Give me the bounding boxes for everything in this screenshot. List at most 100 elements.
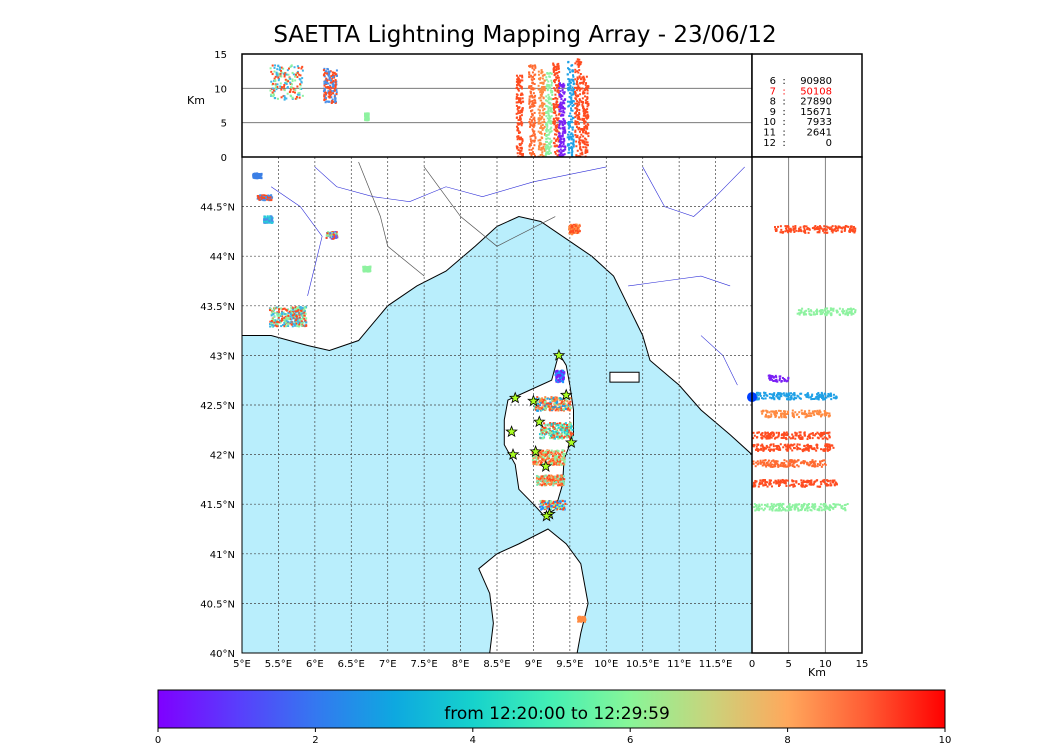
lightning-source [297, 321, 300, 324]
altitude-source [579, 148, 582, 151]
altitude-source [517, 123, 520, 126]
altitude-source [334, 81, 337, 84]
altitude-source [811, 460, 814, 463]
lightning-source [540, 407, 543, 410]
altitude-source [530, 105, 533, 108]
altitude-source [568, 122, 571, 125]
lightning-source [557, 409, 560, 412]
lightning-source [578, 620, 581, 623]
altitude-source [519, 74, 522, 77]
lightning-source [554, 476, 557, 479]
altitude-source [581, 127, 584, 130]
altitude-source [584, 137, 587, 140]
lightning-source [541, 475, 544, 478]
altitude-source [784, 410, 787, 413]
altitude-source [766, 431, 769, 434]
altitude-source [823, 231, 826, 234]
lightning-source [542, 430, 545, 433]
lightning-source [537, 404, 540, 407]
lightning-source [542, 481, 545, 484]
lightning-source [540, 453, 543, 456]
lightning-source [273, 311, 276, 314]
altitude-source [528, 120, 531, 123]
lightning-source [560, 374, 563, 377]
altitude-source [814, 313, 817, 316]
altitude-source [576, 134, 579, 137]
altitude-source [547, 93, 550, 96]
altitude-source [761, 464, 764, 467]
altitude-source [824, 393, 827, 396]
altitude-source [545, 127, 548, 130]
lightning-source [559, 378, 562, 381]
altitude-source [531, 79, 534, 82]
lightning-source [541, 401, 544, 404]
altitude-source [552, 118, 555, 121]
altitude-source [574, 71, 577, 74]
lightning-source [577, 227, 580, 230]
altitude-source [557, 84, 560, 87]
altitude-source [271, 91, 274, 94]
altitude-source [538, 78, 541, 81]
altitude-source [574, 90, 577, 93]
altitude-source [761, 436, 764, 439]
lightning-source [551, 478, 554, 481]
altitude-band [752, 443, 835, 453]
lightning-source [551, 455, 554, 458]
lightning-source [546, 397, 549, 400]
altitude-source [774, 414, 777, 417]
altitude-source [557, 89, 560, 92]
altitude-source [563, 148, 566, 151]
altitude-source [586, 141, 589, 144]
altitude-source [301, 65, 304, 68]
altitude-source [548, 115, 551, 118]
altitude-source [555, 67, 558, 70]
altitude-source [806, 396, 809, 399]
altitude-source [552, 141, 555, 144]
lightning-source [568, 436, 571, 439]
altitude-source [553, 145, 556, 148]
altitude-source [528, 85, 531, 88]
altitude-source [551, 90, 554, 93]
altitude-source [830, 228, 833, 231]
lightning-source [575, 223, 578, 226]
altitude-source [553, 65, 556, 68]
altitude-source [759, 460, 762, 463]
altitude-source [772, 395, 775, 398]
station-star [540, 509, 553, 522]
altitude-source [563, 84, 566, 87]
map-lon-tick-label: 9.5°E [556, 659, 583, 670]
altitude-source [285, 97, 288, 100]
lightning-source [553, 437, 556, 440]
altitude-source [825, 414, 828, 417]
altitude-source [793, 485, 796, 488]
altitude-source [848, 228, 851, 231]
altitude-source [568, 115, 571, 118]
lightning-source [327, 233, 330, 236]
altitude-source [578, 86, 581, 89]
altitude-source [540, 132, 543, 135]
lightning-source [364, 265, 367, 268]
lightning-source [553, 402, 556, 405]
altitude-source [517, 101, 520, 104]
altitude-source [778, 377, 781, 380]
lightning-source [564, 427, 567, 430]
altitude-source [572, 141, 575, 144]
altitude-source [561, 134, 564, 137]
lightning-source [287, 311, 290, 314]
altitude-source [531, 113, 534, 116]
altitude-source [828, 449, 831, 452]
altitude-source [584, 95, 587, 98]
altitude-source [273, 79, 276, 82]
altitude-source [780, 436, 783, 439]
lightning-source [369, 270, 372, 273]
altitude-source [519, 109, 522, 112]
lightning-source [559, 458, 562, 461]
altitude-source [515, 80, 518, 83]
altitude-source [804, 410, 807, 413]
lightning-source [553, 502, 556, 505]
altitude-source [581, 87, 584, 90]
altitude-source [516, 146, 519, 149]
altitude-source [575, 140, 578, 143]
altitude-source [582, 135, 585, 138]
lightning-source [335, 231, 338, 234]
